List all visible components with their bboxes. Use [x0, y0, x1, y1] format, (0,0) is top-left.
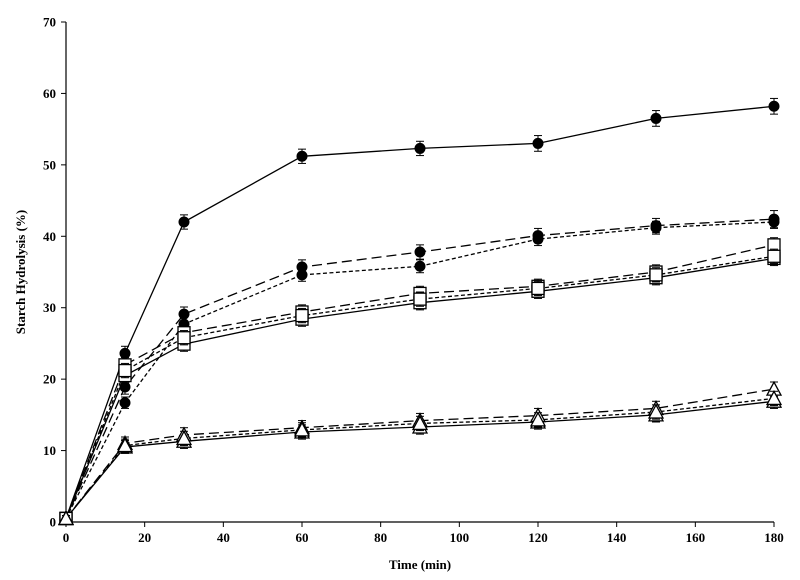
y-tick-label: 70 — [43, 15, 56, 30]
data-point-6 — [295, 308, 309, 323]
data-point-1 — [178, 216, 190, 228]
data-point-9 — [647, 403, 665, 419]
data-point-6 — [177, 331, 191, 345]
x-tick-label: 20 — [138, 530, 151, 545]
y-axis-title: Starch Hydrolysis (%) — [13, 210, 28, 334]
axes: 0 10 20 30 40 50 60 70 0 20 40 60 80 100 120 140 160 180 — [43, 15, 784, 546]
data-point-9 — [293, 421, 311, 437]
data-point-1 — [768, 100, 780, 112]
data-point-1 — [532, 137, 544, 149]
series-layer — [57, 97, 783, 526]
y-tick-label: 10 — [43, 443, 56, 458]
x-tick-label: 120 — [528, 530, 548, 545]
series-line-3 — [65, 221, 775, 519]
data-point-6 — [767, 249, 781, 263]
data-point-6 — [649, 268, 663, 282]
data-point-1 — [650, 112, 662, 124]
data-point-2 — [414, 246, 426, 258]
x-tick-label: 140 — [607, 530, 627, 545]
data-point-6 — [413, 292, 427, 306]
data-point-9 — [529, 411, 547, 427]
y-tick-label: 30 — [43, 300, 56, 315]
x-tick-label: 180 — [764, 530, 784, 545]
data-point-3 — [768, 216, 780, 228]
data-point-1 — [119, 347, 131, 359]
data-point-6 — [531, 281, 545, 296]
y-tick-label: 0 — [50, 515, 57, 530]
y-tick-label: 20 — [43, 372, 56, 387]
x-tick-label: 40 — [217, 530, 230, 545]
x-tick-label: 100 — [450, 530, 470, 545]
x-axis-title: Time (min) — [389, 557, 451, 572]
x-tick-label: 60 — [296, 530, 309, 545]
data-point-9 — [411, 415, 429, 431]
x-tick-label: 80 — [374, 530, 387, 545]
data-point-9 — [116, 437, 134, 453]
x-tick-label: 0 — [63, 530, 70, 545]
series-line-9 — [65, 397, 775, 519]
data-point-3 — [650, 222, 662, 234]
series-line-8 — [65, 388, 775, 519]
series-line-1 — [65, 105, 775, 519]
y-tick-label: 50 — [43, 157, 56, 172]
data-point-2 — [119, 381, 131, 393]
y-tick-label: 60 — [43, 86, 56, 101]
series-line-5 — [65, 244, 775, 519]
data-point-3 — [296, 269, 308, 281]
data-point-1 — [296, 150, 308, 162]
data-point-1 — [414, 142, 426, 154]
series-line-2 — [65, 218, 775, 519]
data-point-3 — [414, 260, 426, 272]
series-line-4 — [65, 257, 775, 519]
series-line-7 — [65, 400, 775, 519]
series-line-6 — [65, 255, 775, 519]
y-tick-label: 40 — [43, 229, 56, 244]
data-point-3 — [119, 397, 131, 409]
data-point-3 — [532, 233, 544, 245]
data-point-9 — [57, 510, 75, 526]
x-tick-label: 160 — [686, 530, 706, 545]
data-point-9 — [765, 390, 783, 406]
data-point-6 — [118, 363, 132, 378]
data-point-9 — [175, 430, 193, 446]
